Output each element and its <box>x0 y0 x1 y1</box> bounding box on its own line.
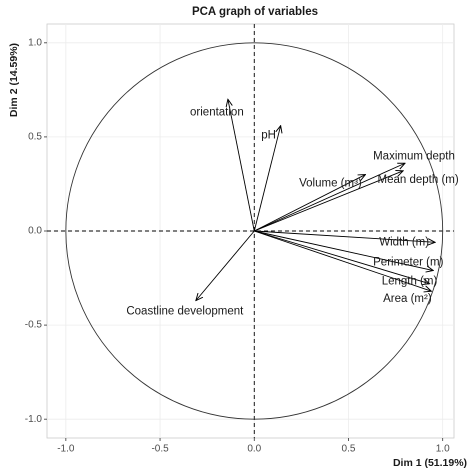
variable-arrow <box>253 126 280 232</box>
variable-arrow <box>254 230 435 242</box>
variable-arrow <box>196 230 255 301</box>
x-tick-label: -0.5 <box>151 444 169 455</box>
variable-label: Width (m) <box>379 236 429 248</box>
y-tick-label: -1.0 <box>25 414 43 425</box>
variable-arrow <box>254 163 405 232</box>
y-tick-label: 0.5 <box>28 132 42 143</box>
y-axis-title: Dim 2 (14.59%) <box>8 43 20 117</box>
variable-label: pH <box>261 130 276 142</box>
variable-arrow <box>254 175 365 232</box>
variable-arrow <box>254 230 431 291</box>
variable-label: Coastline development <box>126 306 244 318</box>
variable-label: Mean depth (m) <box>378 174 459 186</box>
y-tick-label: -0.5 <box>25 320 43 331</box>
x-tick-label: -1.0 <box>57 444 75 455</box>
correlation-circle <box>65 42 444 420</box>
x-tick-label: 1.0 <box>436 444 450 455</box>
variable-label: Volume (m³) <box>299 178 362 190</box>
x-tick-label: 0.5 <box>342 444 356 455</box>
x-tick-label: 0.0 <box>247 444 261 455</box>
variable-arrow <box>254 230 433 271</box>
variable-arrow <box>254 230 429 284</box>
chart-title: PCA graph of variables <box>192 6 318 18</box>
x-axis-title: Dim 1 (51.19%) <box>393 457 467 469</box>
variable-arrow <box>228 99 255 232</box>
variable-label: Perimeter (m) <box>373 257 443 269</box>
variable-label: Area (m²) <box>383 293 432 305</box>
variable-arrow <box>254 171 403 232</box>
variable-label: orientation <box>190 106 244 118</box>
variable-label: Maximum depth <box>373 150 455 162</box>
y-tick-label: 0.0 <box>28 226 42 237</box>
y-tick-label: 1.0 <box>28 37 42 48</box>
